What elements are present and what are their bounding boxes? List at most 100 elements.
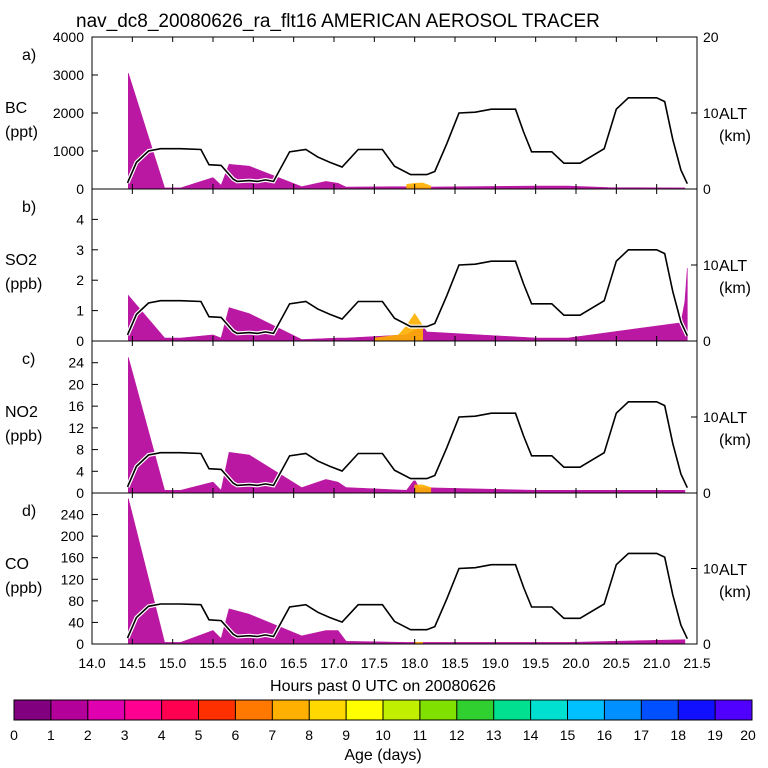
- y-tick-label: 4000: [53, 29, 84, 45]
- x-tick-label: 15.5: [199, 655, 226, 671]
- y-axis-label: NO2: [5, 404, 38, 421]
- x-tick-label: 21.5: [683, 655, 710, 671]
- colorbar-tick-label: 5: [195, 727, 203, 743]
- x-tick-label: 19.5: [522, 655, 549, 671]
- colorbar-tick-label: 19: [707, 727, 723, 743]
- alt-axis-unit: (km): [719, 432, 751, 449]
- colorbar-tick-label: 0: [10, 727, 18, 743]
- colorbar-label: Age (days): [344, 747, 421, 764]
- alt-tick-label: 0: [703, 181, 711, 197]
- panel-letter: b): [22, 199, 36, 216]
- colorbar: 0 1 2 3 4 5 6 7 8 9 10 11 12 13 14 15 16 17 18 19 20: [10, 699, 756, 743]
- y-tick-label: 240: [61, 507, 85, 523]
- y-tick-label: 0: [76, 181, 84, 197]
- y-tick-label: 3000: [53, 67, 84, 83]
- colorbar-tick-label: 3: [121, 727, 129, 743]
- tracer-area: [128, 498, 686, 645]
- tracer-area: [406, 182, 432, 190]
- colorbar-tick-label: 17: [634, 727, 650, 743]
- alt-tick-label: 10: [703, 257, 719, 273]
- y-tick-label: 8: [76, 442, 84, 458]
- colorbar-swatch: [124, 700, 163, 720]
- x-tick-label: 20.0: [562, 655, 589, 671]
- panel-letter: d): [22, 503, 36, 520]
- y-tick-label: 80: [68, 593, 84, 609]
- alt-tick-label: 0: [703, 485, 711, 501]
- x-tick-label: 14.0: [78, 655, 105, 671]
- tracer-area: [128, 73, 686, 190]
- altitude-line: [126, 400, 689, 489]
- colorbar-swatch: [309, 700, 347, 720]
- altitude-line: [126, 97, 689, 185]
- colorbar-swatch: [161, 700, 199, 720]
- colorbar-tick-label: 4: [158, 727, 166, 743]
- colorbar-tick-label: 20: [740, 727, 756, 743]
- alt-tick-label: 10: [703, 105, 719, 121]
- colorbar-swatch: [198, 700, 236, 720]
- alt-axis-label: ALT: [719, 562, 747, 579]
- x-tick-label: 17.0: [320, 655, 347, 671]
- y-axis-label: BC: [5, 100, 27, 117]
- alt-axis-unit: (km): [719, 280, 751, 297]
- y-tick-label: 40: [68, 614, 84, 630]
- panel-1: 0 1000 2000 3000 4000 0 10 20 a) BC (ppt) ALT (km): [5, 29, 751, 197]
- x-tick-label: 16.5: [280, 655, 307, 671]
- colorbar-swatch: [678, 700, 716, 720]
- alt-tick-label: 0: [703, 636, 711, 652]
- colorbar-tick-label: 2: [84, 727, 92, 743]
- colorbar-swatch: [456, 700, 495, 720]
- y-axis-unit: (ppt): [5, 124, 38, 141]
- y-tick-label: 2: [76, 272, 84, 288]
- colorbar-swatch: [235, 700, 273, 720]
- colorbar-swatch: [419, 700, 458, 720]
- y-tick-label: 120: [61, 571, 85, 587]
- alt-tick-label: 10: [703, 409, 719, 425]
- panel-2: 0 1 2 3 4 0 10 b) SO2 (ppb) ALT (km): [5, 188, 751, 349]
- colorbar-tick-label: 12: [449, 727, 465, 743]
- colorbar-tick-label: 10: [375, 727, 391, 743]
- altitude-halo: [125, 247, 690, 337]
- x-tick-label: 14.5: [119, 655, 146, 671]
- tracer-area: [414, 484, 432, 494]
- altitude-halo: [125, 551, 690, 640]
- y-tick-label: 3: [76, 242, 84, 258]
- colorbar-tick-label: 14: [523, 727, 539, 743]
- colorbar-swatch: [346, 700, 384, 720]
- y-tick-label: 20: [68, 376, 84, 392]
- panel-4: 0 40 80 120 160 200 240 0 10 d) CO (ppb) ALT (km): [5, 492, 751, 652]
- y-tick-label: 24: [68, 355, 84, 371]
- x-tick-label: 17.5: [361, 655, 388, 671]
- x-tick-label: 16.0: [240, 655, 267, 671]
- y-tick-label: 1000: [53, 143, 84, 159]
- y-axis-unit: (ppb): [5, 428, 42, 445]
- y-axis-unit: (ppb): [5, 580, 42, 597]
- colorbar-tick-label: 18: [670, 727, 686, 743]
- y-tick-label: 2000: [53, 105, 84, 121]
- y-axis-unit: (ppb): [5, 276, 42, 293]
- alt-axis-label: ALT: [719, 106, 747, 123]
- x-tick-label: 19.0: [482, 655, 509, 671]
- altitude-line: [126, 249, 689, 337]
- x-tick-label: 21.0: [643, 655, 670, 671]
- panel-letter: a): [22, 47, 36, 64]
- y-tick-label: 0: [76, 333, 84, 349]
- colorbar-swatch: [604, 700, 642, 720]
- colorbar-swatch: [87, 700, 126, 720]
- y-tick-label: 0: [76, 636, 84, 652]
- colorbar-tick-label: 1: [47, 727, 55, 743]
- y-tick-label: 200: [61, 528, 85, 544]
- colorbar-tick-label: 7: [268, 727, 276, 743]
- colorbar-tick-label: 9: [342, 727, 350, 743]
- y-tick-label: 1: [76, 303, 84, 319]
- y-tick-label: 0: [76, 485, 84, 501]
- colorbar-tick-label: 6: [232, 727, 240, 743]
- y-axis-label: CO: [5, 556, 29, 573]
- alt-tick-label: 10: [703, 561, 719, 577]
- colorbar-swatch: [383, 700, 421, 720]
- chart-title: nav_dc8_20080626_ra_flt16 AMERICAN AEROS…: [76, 11, 600, 32]
- y-tick-label: 4: [76, 211, 84, 227]
- colorbar-swatch: [272, 700, 310, 720]
- panels: 0100020003000400001020a)BC(ppt)ALT(km)01…: [5, 29, 751, 652]
- y-tick-label: 160: [61, 550, 85, 566]
